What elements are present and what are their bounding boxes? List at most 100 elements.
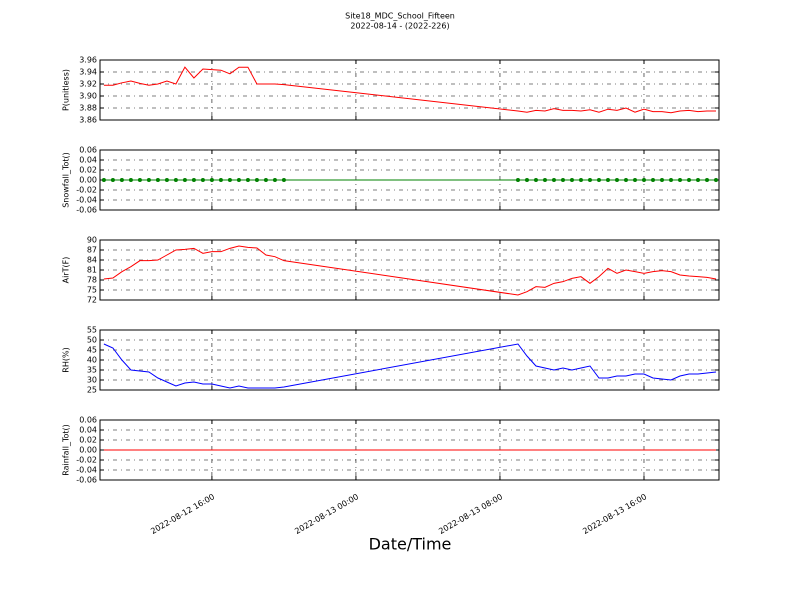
y-tick-label: 50 [87,336,97,345]
y-tick-label: -0.04 [76,196,97,205]
y-tick-label: -0.02 [76,186,97,195]
chart-title: Site18_MDC_School_Fifteen [345,12,455,21]
data-point [119,178,124,182]
data-point [281,178,286,182]
data-point [173,178,178,182]
data-point [641,178,646,182]
plot-frame [99,329,720,391]
y-tick-label: -0.06 [76,206,97,215]
x-tick-label: 2022-08-13 08:00 [437,492,504,536]
data-point [578,178,583,182]
x-tick-label: 2022-08-13 00:00 [293,492,360,536]
data-point [704,178,709,182]
y-tick-label: 3.94 [79,68,97,77]
y-tick-label: 55 [87,326,97,335]
plot-frame [99,59,720,121]
data-point [218,178,223,182]
x-axis-label: Date/Time [369,535,452,554]
data-point [515,178,520,182]
y-tick-label: 81 [87,266,97,275]
y-tick-label: -0.02 [76,456,97,465]
y-tick-label: 0.06 [79,416,97,425]
data-point [569,178,574,182]
y-tick-label: 3.86 [79,116,97,125]
y-tick-label: 0.00 [79,176,97,185]
x-tick-label: 2022-08-12 16:00 [149,492,216,536]
y-tick-label: 3.90 [79,92,97,101]
x-tick-label: 2022-08-13 16:00 [581,492,648,536]
data-point [632,178,637,182]
data-point [146,178,151,182]
data-point [164,178,169,182]
data-point [614,178,619,182]
data-line [103,66,716,114]
data-point [605,178,610,182]
data-point [542,178,547,182]
y-tick-label: 87 [87,246,97,255]
data-point [659,178,664,182]
y-tick-label: 0.04 [79,156,97,165]
y-tick-label: 0.02 [79,166,97,175]
data-point [182,178,187,182]
y-tick-label: -0.06 [76,476,97,485]
data-point [155,178,160,182]
data-point [587,178,592,182]
y-tick-label: 0.04 [79,426,97,435]
y-tick-label: 84 [87,256,97,265]
y-axis-label: AirT(F) [62,257,71,284]
y-tick-label: 0.00 [79,446,97,455]
data-point [686,178,691,182]
data-point [110,178,115,182]
y-tick-label: -0.04 [76,466,97,475]
data-point [623,178,628,182]
data-point [236,178,241,182]
data-point [533,178,538,182]
data-point [209,178,214,182]
y-tick-label: 3.92 [79,80,97,89]
y-axis-label: Snowfall_Tot() [62,152,71,208]
plot-frame [99,239,720,301]
data-point [263,178,268,182]
data-point [713,178,718,182]
y-tick-label: 78 [87,276,97,285]
y-axis-label: Rainfall_Tot() [62,424,71,476]
data-point [596,178,601,182]
y-tick-label: 40 [87,356,97,365]
y-tick-label: 35 [87,366,97,375]
data-point [650,178,655,182]
y-tick-label: 0.02 [79,436,97,445]
data-line [103,245,717,296]
y-axis-label: RH(%) [62,347,71,372]
y-tick-label: 0.06 [79,146,97,155]
y-axis-label: P(unitless) [62,69,71,111]
y-tick-label: 75 [87,286,97,295]
data-point [191,178,196,182]
y-tick-label: 3.96 [79,56,97,65]
data-point [668,178,673,182]
y-tick-label: 25 [87,386,97,395]
data-point [227,178,232,182]
data-point [560,178,565,182]
plot-frame [99,149,720,211]
y-tick-label: 30 [87,376,97,385]
chart-subtitle: 2022-08-14 - (2022-226) [350,22,449,31]
data-point [272,178,277,182]
data-point [524,178,529,182]
y-tick-label: 45 [87,346,97,355]
data-point [101,178,106,182]
data-point [677,178,682,182]
data-point [200,178,205,182]
y-tick-label: 72 [87,296,97,305]
data-point [245,178,250,182]
data-point [128,178,133,182]
data-point [137,178,142,182]
data-line [103,343,717,389]
y-tick-label: 3.88 [79,104,97,113]
data-point [695,178,700,182]
y-tick-label: 90 [87,236,97,245]
data-point [551,178,556,182]
data-point [254,178,259,182]
plot-frame [99,419,720,481]
